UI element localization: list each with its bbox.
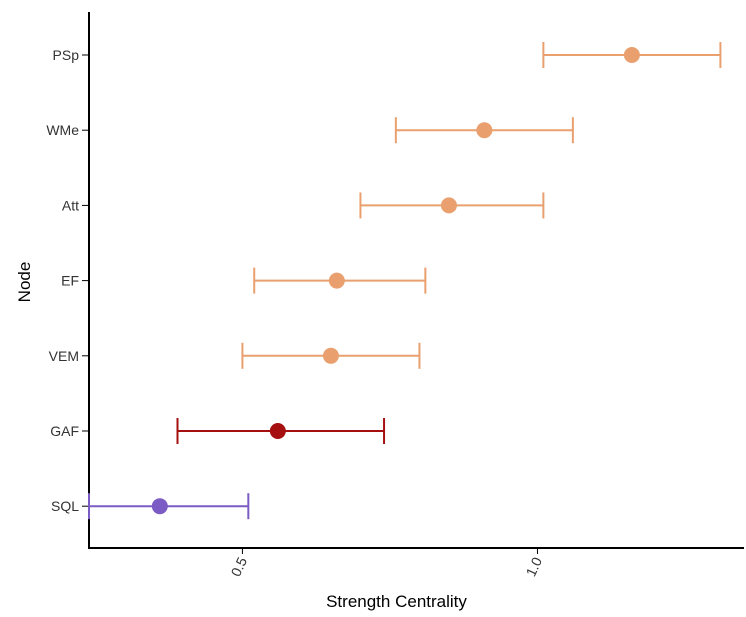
error-bar-group-psp [542, 42, 722, 68]
y-axis-title: Node [15, 262, 34, 303]
x-tick-label: 0.5 [227, 554, 250, 579]
y-tick-label-vem: VEM [49, 348, 79, 364]
error-bar-group-sql [88, 493, 250, 520]
point-gaf [269, 423, 286, 439]
error-bar-group-gaf [176, 418, 386, 444]
error-bar-group-ef [253, 267, 427, 294]
x-axis-title: Strength Centrality [326, 592, 467, 611]
point-sql [151, 498, 168, 515]
y-tick-label-ef: EF [61, 273, 79, 289]
point-att [440, 197, 457, 214]
error-bar-group-att [359, 192, 545, 219]
y-tick-label-gaf: GAF [50, 423, 79, 439]
axes: 0.5 1.0 PSp WMe Att EF VEM GAF SQL [46, 12, 744, 579]
error-bar-group-vem [241, 342, 421, 369]
y-tick-label-sql: SQL [51, 498, 79, 514]
point-psp [623, 47, 640, 63]
point-vem [322, 347, 339, 364]
point-ef [328, 272, 345, 289]
data-marks [88, 42, 722, 520]
x-tick-label: 1.0 [522, 554, 545, 579]
y-tick-label-psp: PSp [53, 47, 80, 63]
y-tick-label-wme: WMe [46, 122, 79, 138]
point-wme [476, 122, 493, 139]
error-bar-group-wme [394, 117, 574, 144]
y-tick-label-att: Att [62, 197, 79, 213]
